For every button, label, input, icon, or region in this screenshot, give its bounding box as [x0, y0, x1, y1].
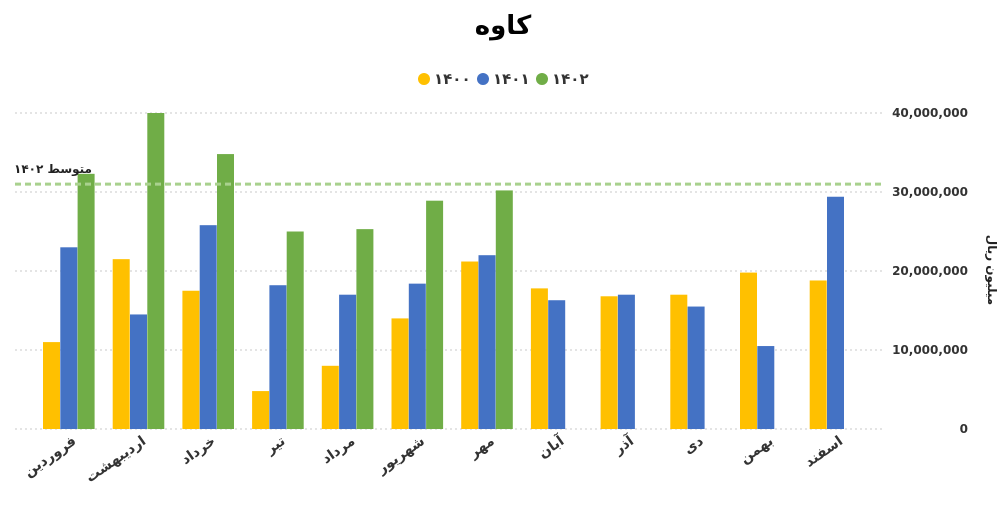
x-tick-label: مرداد [319, 433, 358, 467]
bar [199, 225, 217, 429]
legend-marker [477, 73, 489, 85]
y-tick-label: 20,000,000 [892, 264, 968, 278]
legend: ۱۴۰۰ ۱۴۰۱ ۱۴۰۲ [418, 70, 589, 88]
legend-marker [418, 73, 430, 85]
bar [321, 365, 339, 429]
x-tick-label: آبان [535, 431, 569, 462]
y-axis-label: میلیون ریال [984, 235, 999, 305]
chart-title: کاوه [475, 11, 532, 41]
bar [530, 288, 548, 429]
x-tick-label: خرداد [178, 433, 218, 468]
bar [217, 154, 234, 429]
bar [252, 391, 270, 429]
y-tick-label: 0 [960, 422, 968, 436]
x-tick-label: شهریور [374, 433, 428, 478]
bar [408, 283, 426, 429]
average-line-label: متوسط ۱۴۰۲ [14, 162, 92, 177]
bar [548, 300, 566, 429]
bar [827, 196, 844, 429]
bar [809, 280, 827, 429]
x-tick-label: تیر [262, 433, 288, 458]
bar [461, 261, 479, 429]
bar [757, 346, 775, 429]
x-tick-label: بهمن [737, 433, 776, 467]
average-line-group: متوسط ۱۴۰۲ [14, 162, 885, 186]
bar [478, 255, 496, 429]
bar [339, 294, 357, 429]
bar [286, 231, 304, 429]
bar [43, 342, 60, 429]
bar [687, 306, 705, 429]
x-tick-label: آذر [609, 431, 638, 459]
bar [617, 294, 635, 429]
x-axis-ticks: فروردین اردیبهشت خرداد تیر مرداد شهریور مهر آبا… [21, 431, 846, 486]
bar [740, 272, 757, 429]
legend-label: ۱۴۰۰ [434, 70, 471, 88]
x-tick-label: اسفند [802, 433, 846, 470]
x-tick-label: مهر [466, 433, 498, 462]
x-tick-label: اردیبهشت [83, 433, 149, 486]
y-tick-label: 10,000,000 [892, 343, 968, 357]
y-tick-label: 30,000,000 [892, 185, 968, 199]
legend-label: ۱۴۰۲ [552, 70, 589, 88]
bar [356, 229, 374, 429]
bar [426, 200, 444, 429]
y-axis-ticks: 0 10,000,000 20,000,000 30,000,000 40,000,00… [892, 106, 968, 436]
bar [130, 314, 147, 429]
bar [147, 113, 165, 429]
bars [43, 113, 844, 429]
bar [670, 294, 688, 429]
legend-label: ۱۴۰۱ [493, 70, 530, 88]
bar [391, 318, 409, 429]
bar [495, 190, 513, 429]
bar [182, 290, 200, 429]
y-tick-label: 40,000,000 [892, 106, 968, 120]
x-tick-label: دی [681, 433, 707, 458]
bar [60, 247, 78, 429]
bar [600, 296, 618, 429]
x-tick-label: فروردین [21, 433, 79, 480]
legend-marker [536, 73, 548, 85]
bar [269, 285, 287, 429]
bar [77, 173, 95, 429]
bar [112, 259, 130, 429]
